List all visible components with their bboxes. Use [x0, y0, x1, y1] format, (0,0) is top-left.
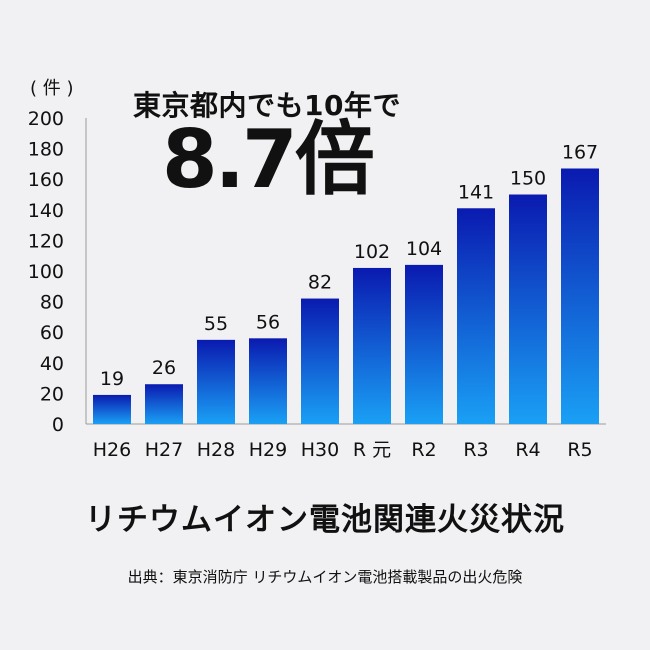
data-label: 102: [354, 241, 390, 263]
x-tick-label: H30: [301, 439, 339, 461]
data-labels: 19 26 55 56 82 102 104 141 150 167: [100, 141, 598, 389]
x-tick-label: R 元: [353, 439, 391, 461]
chart-title: リチウムイオン電池関連火災状況: [85, 502, 565, 538]
data-label: 19: [100, 368, 124, 390]
bar: [145, 384, 183, 424]
x-tick-label: H29: [249, 439, 287, 461]
data-label: 56: [256, 311, 280, 333]
y-tick-label: 120: [28, 230, 64, 252]
x-tick-label: R3: [463, 439, 488, 461]
bars: [93, 168, 599, 424]
data-label: 141: [458, 181, 494, 203]
data-label: 82: [308, 272, 332, 294]
headline-line1: 東京都内でも10年で: [133, 89, 401, 122]
y-tick-label: 180: [28, 139, 64, 161]
y-tick-label: 160: [28, 169, 64, 191]
bar: [405, 264, 443, 424]
y-tick-label: 140: [28, 200, 64, 222]
y-tick-label: 100: [28, 261, 64, 283]
bar: [457, 208, 495, 424]
bar: [249, 338, 287, 424]
y-axis-unit-label: ( 件 ): [30, 78, 74, 99]
x-tick-label: H28: [197, 439, 235, 461]
y-tick-label: 200: [28, 108, 64, 130]
bar: [93, 394, 131, 424]
y-tick-label: 60: [40, 322, 64, 344]
x-tick-label: R2: [411, 439, 436, 461]
data-label: 55: [204, 313, 228, 335]
x-tick-labels: H26 H27 H28 H29 H30 R 元 R2 R3 R4 R5: [93, 439, 593, 461]
source-note: 出典：東京消防庁 リチウムイオン電池搭載製品の出火危険: [127, 568, 523, 586]
bar: [353, 267, 391, 424]
bar: [509, 194, 547, 424]
y-tick-labels: 0 20 40 60 80 100 120 140 160 180 200: [28, 108, 64, 436]
data-label: 167: [562, 141, 598, 163]
x-tick-label: R5: [567, 439, 592, 461]
x-tick-label: H27: [145, 439, 183, 461]
headline-line2: 8.7倍: [162, 113, 375, 206]
data-label: 26: [152, 357, 176, 379]
x-tick-label: R4: [515, 439, 540, 461]
data-label: 150: [510, 168, 546, 190]
y-tick-label: 20: [40, 383, 64, 405]
bar: [561, 168, 599, 424]
y-tick-label: 40: [40, 353, 64, 375]
bar: [197, 339, 235, 424]
y-tick-label: 0: [52, 414, 64, 436]
bar: [301, 298, 339, 424]
data-label: 104: [406, 238, 442, 260]
x-tick-label: H26: [93, 439, 131, 461]
y-tick-label: 80: [40, 292, 64, 314]
